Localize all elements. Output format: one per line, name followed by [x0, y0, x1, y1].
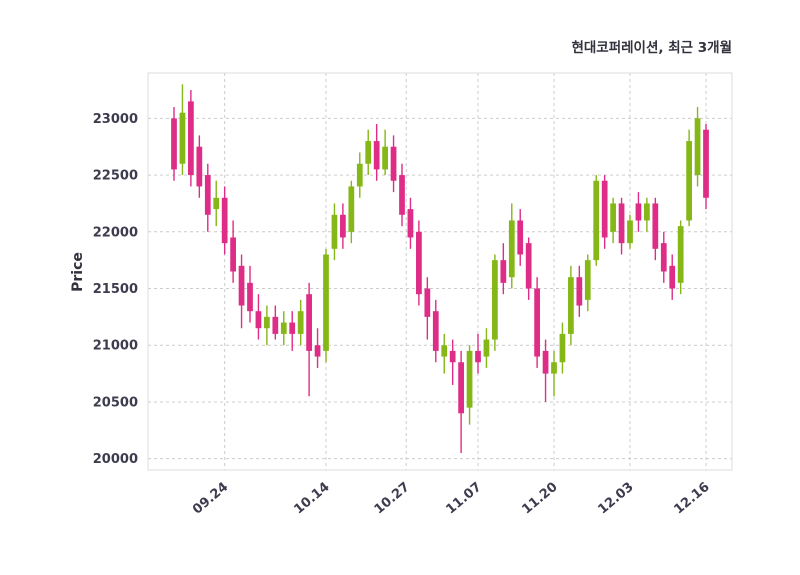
candle-body — [247, 282, 253, 312]
candle-body — [331, 214, 338, 249]
candle-body — [340, 214, 346, 238]
candle-body — [424, 288, 431, 317]
candle-body — [618, 203, 625, 244]
candle-body — [441, 345, 448, 357]
candle-body — [601, 180, 608, 238]
candle-body — [264, 316, 270, 329]
y-tick-label: 21000 — [93, 339, 138, 354]
candle-body — [306, 294, 312, 351]
candle-body — [230, 237, 236, 272]
candle-body — [171, 118, 177, 170]
candle-body — [576, 277, 583, 306]
candle-body — [407, 209, 414, 238]
candle-body — [652, 203, 659, 249]
candle-body — [466, 350, 473, 408]
x-tick-label: 12.16 — [671, 480, 712, 518]
candle-body — [644, 203, 650, 221]
candle-body — [551, 362, 557, 374]
candle-body — [593, 180, 600, 261]
candle-body — [677, 226, 684, 283]
x-tick-label: 10.27 — [372, 480, 413, 518]
candle-body — [399, 175, 405, 215]
grid — [148, 73, 732, 470]
candle-body — [660, 243, 667, 272]
x-tick-label: 09.24 — [190, 480, 231, 518]
candle-body — [686, 141, 692, 221]
candle-body — [179, 112, 186, 164]
candle-body — [289, 322, 296, 334]
candle-body — [416, 231, 422, 295]
candle-body — [272, 316, 279, 334]
y-tick-label: 20500 — [93, 395, 138, 410]
candle-body — [517, 220, 524, 255]
candle-body — [627, 220, 633, 244]
candle-body — [475, 350, 481, 363]
y-tick-label: 23000 — [93, 112, 138, 127]
candle-body — [280, 322, 287, 334]
candle-body — [323, 254, 329, 351]
x-tick-label: 12.03 — [595, 480, 636, 518]
candle-body — [694, 118, 701, 176]
candle-body — [196, 146, 203, 187]
candle-body — [188, 101, 194, 176]
candle-body — [500, 260, 507, 283]
candle-body — [492, 260, 498, 340]
candle-body — [542, 350, 549, 374]
x-tick-label: 10.14 — [291, 480, 332, 518]
candle-body — [525, 243, 532, 289]
candle-body — [559, 333, 566, 363]
candle-body — [568, 277, 574, 334]
y-tick-label: 21500 — [93, 282, 138, 297]
x-tick-label: 11.07 — [443, 480, 484, 518]
candle-body — [356, 163, 363, 187]
candle-body — [348, 186, 355, 232]
y-tick-label: 22000 — [93, 225, 138, 240]
candle-body — [382, 146, 388, 170]
candle-body — [584, 260, 591, 300]
candle-body — [238, 265, 245, 306]
candle-body — [458, 362, 464, 414]
plot-border — [147, 72, 733, 471]
candle-body — [255, 311, 262, 329]
candle-body — [204, 175, 211, 215]
y-tick-label: 20000 — [93, 452, 138, 467]
candle-body — [297, 311, 304, 334]
candle-body — [449, 350, 456, 363]
y-axis-label: Price — [70, 252, 86, 292]
y-tick-label: 22500 — [93, 169, 138, 184]
candle-body — [534, 288, 540, 357]
chart-title: 현대코퍼레이션, 최근 3개월 — [571, 39, 732, 56]
candle-body — [221, 197, 228, 244]
candle-body — [373, 141, 380, 170]
candles — [171, 84, 709, 453]
candle-body — [314, 345, 321, 357]
candle-body — [669, 265, 676, 289]
candle-body — [508, 220, 515, 278]
candle-body — [483, 339, 490, 357]
candle-body — [213, 197, 220, 210]
candle-body — [432, 311, 439, 351]
x-tick-label: 11.20 — [519, 480, 560, 518]
candle-body — [703, 129, 709, 198]
candle-body — [610, 203, 616, 232]
candle-body — [365, 141, 372, 164]
candle-body — [635, 203, 642, 221]
candle-body — [390, 146, 397, 181]
